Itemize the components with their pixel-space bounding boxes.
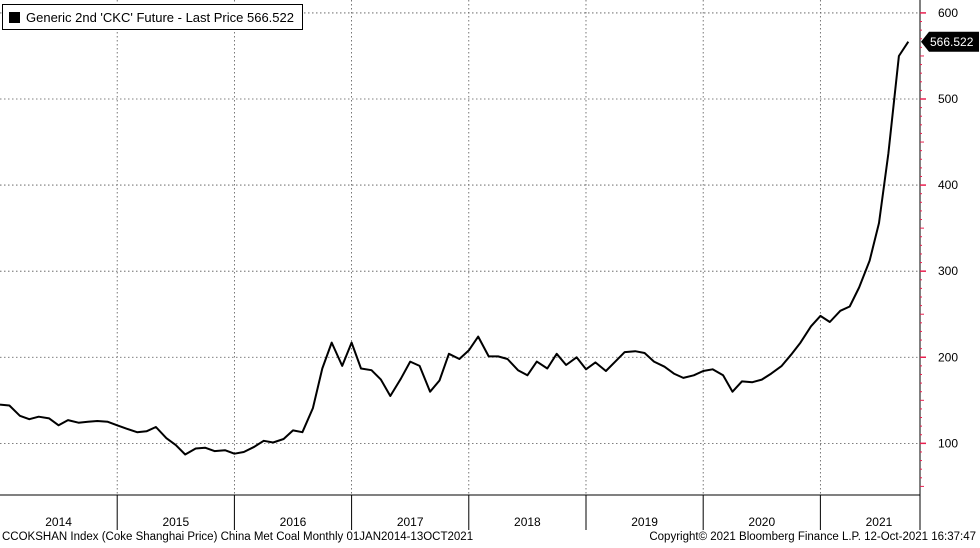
x-tick-label: 2021 — [866, 515, 893, 529]
y-tick-label: 200 — [938, 350, 958, 364]
y-tick-label: 600 — [938, 6, 958, 20]
footer-copyright: Copyright© 2021 Bloomberg Finance L.P. 1… — [649, 531, 976, 543]
x-tick-label: 2015 — [162, 515, 189, 529]
x-tick-label: 2014 — [45, 515, 72, 529]
y-tick-label: 300 — [938, 264, 958, 278]
last-price-label: 566.522 — [930, 35, 974, 49]
legend-label: Generic 2nd 'CKC' Future - Last Price 56… — [26, 9, 294, 25]
x-tick-label: 2016 — [280, 515, 307, 529]
price-line — [0, 41, 910, 456]
x-tick-label: 2019 — [631, 515, 658, 529]
x-tick-label: 2017 — [397, 515, 424, 529]
legend: Generic 2nd 'CKC' Future - Last Price 56… — [2, 4, 303, 30]
x-tick-label: 2020 — [748, 515, 775, 529]
axes — [0, 0, 921, 530]
grid-lines — [0, 0, 920, 495]
series — [0, 41, 910, 456]
last-price-tag — [921, 31, 979, 52]
y-tick-label: 400 — [938, 178, 958, 192]
footer-source: CCOKSHAN Index (Coke Shanghai Price) Chi… — [2, 531, 474, 543]
axis-ticks — [920, 12, 926, 487]
y-tick-label: 100 — [938, 436, 958, 450]
y-tick-label: 500 — [938, 92, 958, 106]
x-tick-label: 2018 — [514, 515, 541, 529]
axis-labels: 100 200 300 400 500 600 2014 2015 2016 2017 2018 20… — [45, 6, 979, 529]
legend-swatch — [9, 11, 20, 23]
